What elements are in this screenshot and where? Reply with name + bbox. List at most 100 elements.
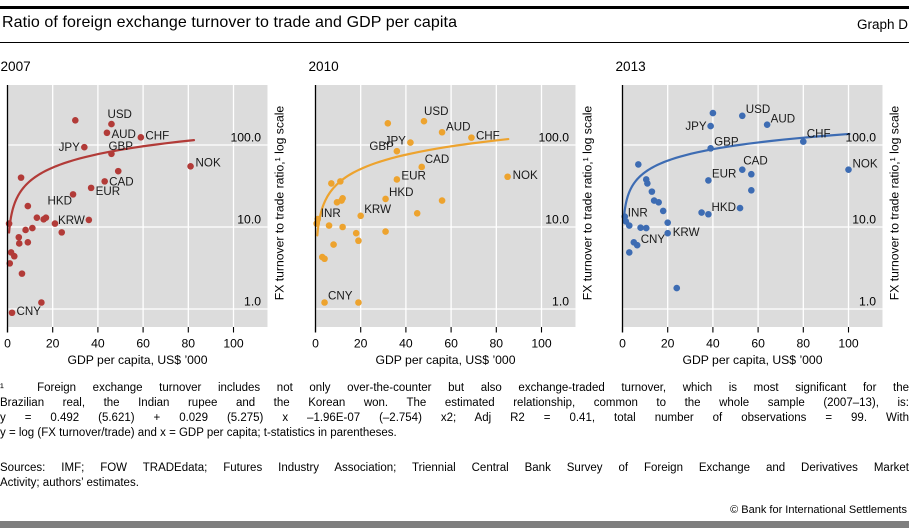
currency-label: EUR: [401, 169, 425, 182]
data-point: [642, 224, 650, 232]
scatter-panel-2013: 2013 USD JPY AUD CHF GBP NOK CAD EUR HKD INR KRW CNY…: [616, 59, 902, 367]
currency-label: JPY: [59, 141, 81, 154]
data-point: [58, 229, 66, 236]
data-point: [736, 204, 744, 212]
currency-label: NOK: [513, 169, 538, 182]
data-point: [24, 239, 32, 246]
y-tick-label: 100.0: [231, 131, 262, 145]
currency-label: USD: [107, 108, 131, 121]
data-point: [7, 249, 15, 256]
data-point: [438, 197, 446, 204]
y-tick-label: 10.0: [237, 213, 261, 227]
data-point: [101, 178, 108, 185]
x-tick-label: 100: [223, 337, 244, 351]
plot-background: [622, 85, 883, 327]
data-point: [15, 240, 23, 247]
data-point: [748, 187, 755, 194]
currency-label: KRW: [673, 226, 700, 239]
currency-label: NOK: [196, 156, 221, 169]
sources-line: Sources: IMF; FOW TRADEdata; Futures Ind…: [0, 462, 909, 474]
data-point: [108, 120, 115, 128]
y-tick-label: 10.0: [852, 213, 876, 227]
data-point: [137, 134, 145, 141]
data-point: [625, 249, 633, 256]
data-point: [337, 178, 344, 185]
x-tick-label: 20: [354, 337, 368, 351]
x-tick-label: 0: [312, 337, 319, 351]
data-point: [382, 228, 389, 235]
data-point: [709, 109, 717, 117]
x-tick-label: 60: [444, 337, 458, 351]
currency-label: CAD: [109, 175, 133, 188]
data-point: [413, 209, 421, 217]
currency-label: CNY: [641, 233, 666, 246]
currency-label: AUD: [446, 120, 470, 133]
x-tick-label: 40: [706, 337, 720, 351]
currency-label: CHF: [807, 128, 831, 141]
currency-label: CHF: [476, 130, 500, 143]
currency-label: NOK: [853, 158, 878, 171]
data-point: [504, 173, 511, 181]
currency-label: EUR: [712, 167, 736, 180]
currency-label: AUD: [771, 113, 795, 126]
data-point: [382, 195, 389, 203]
data-point: [707, 122, 714, 130]
x-tick-label: 60: [751, 337, 765, 351]
footnote-line: Brazilian real, the Indian rupee and the…: [0, 397, 909, 409]
x-axis-label: GDP per capita, US$ ’000: [682, 353, 822, 367]
x-axis-label: GDP per capita, US$ ’000: [67, 353, 207, 367]
currency-label: GBP: [714, 135, 739, 148]
sources: Sources: IMF; FOW TRADEdata; Futures Ind…: [0, 461, 909, 491]
data-point: [633, 241, 641, 249]
data-point: [705, 210, 712, 218]
y-axis-label: FX turnover to trade ratio,¹ log scale: [273, 106, 287, 301]
top-rule: [0, 6, 909, 9]
data-point: [339, 223, 346, 231]
data-point: [738, 166, 746, 173]
data-point: [418, 163, 426, 171]
data-point: [393, 176, 401, 183]
x-tick-label: 0: [619, 337, 626, 351]
data-point: [698, 209, 705, 216]
footnote-line: y = log (FX turnover/trade) and x = GDP …: [0, 427, 397, 439]
data-point: [384, 119, 392, 127]
y-tick-label: 10.0: [545, 213, 569, 227]
currency-label: INR: [321, 207, 341, 220]
data-point: [438, 128, 446, 136]
data-point: [644, 180, 651, 187]
data-point: [393, 147, 401, 155]
x-tick-label: 20: [661, 337, 675, 351]
data-point: [800, 138, 807, 145]
copyright-notice: © Bank for International Settlements: [730, 504, 907, 516]
data-point: [625, 222, 633, 229]
data-point: [355, 237, 362, 245]
currency-label: INR: [628, 207, 648, 220]
data-point: [325, 222, 333, 229]
data-point: [330, 241, 337, 248]
y-axis-label: FX turnover to trade ratio,¹ log scale: [888, 106, 902, 301]
panel-year-label: 2013: [616, 59, 646, 74]
data-point: [407, 139, 414, 146]
y-tick-label: 1.0: [244, 295, 261, 309]
currency-label: CNY: [328, 290, 353, 303]
trend-curve: [622, 132, 851, 220]
y-tick-label: 100.0: [539, 131, 570, 145]
data-point: [114, 167, 122, 175]
currency-label: GBP: [108, 140, 133, 153]
x-tick-label: 80: [182, 337, 196, 351]
data-point: [18, 270, 26, 277]
data-point: [17, 174, 25, 181]
currency-label: KRW: [364, 203, 391, 216]
data-point: [108, 150, 115, 158]
data-point: [468, 134, 475, 141]
currency-label: USD: [424, 105, 448, 118]
data-point: [655, 199, 662, 206]
bottom-bar: [0, 521, 909, 528]
data-point: [357, 212, 364, 220]
currency-label: CNY: [17, 305, 42, 318]
currency-label: GBP: [369, 140, 394, 153]
title-divider-rule: [0, 42, 909, 43]
plot-background: [315, 85, 576, 327]
